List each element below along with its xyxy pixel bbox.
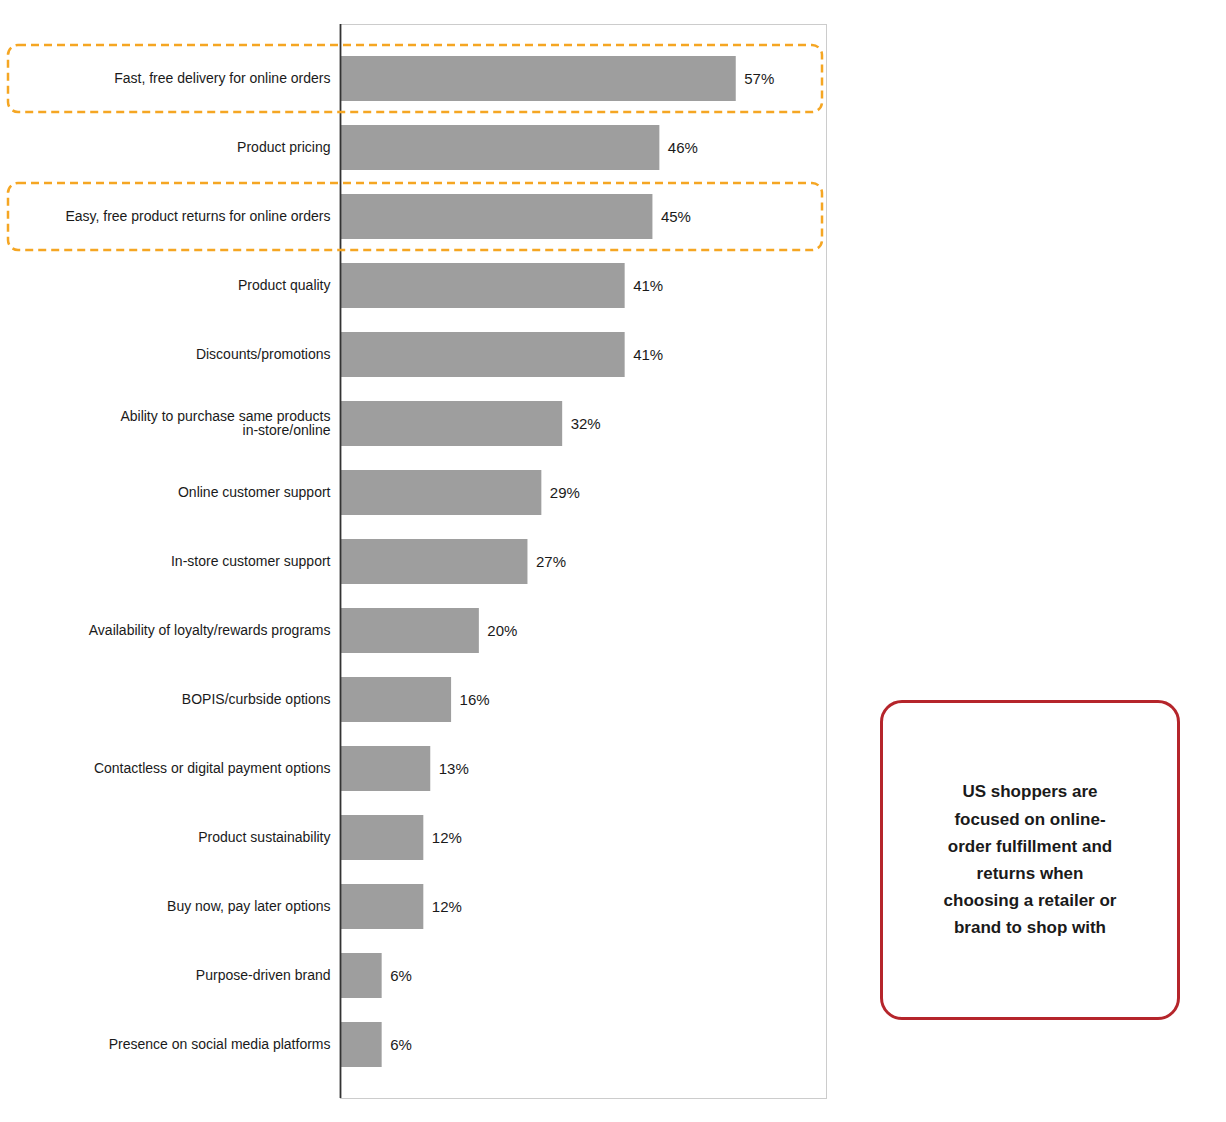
svg-text:Product sustainability: Product sustainability [198, 829, 330, 845]
svg-text:Ability to purchase same produ: Ability to purchase same productsin-stor… [120, 408, 330, 438]
svg-text:41%: 41% [633, 346, 663, 363]
svg-text:Buy now, pay later options: Buy now, pay later options [167, 898, 330, 914]
svg-text:12%: 12% [432, 829, 462, 846]
svg-text:29%: 29% [550, 484, 580, 501]
svg-text:12%: 12% [432, 898, 462, 915]
svg-text:6%: 6% [390, 967, 412, 984]
html-text:US shoppers are focused on onl: US shoppers are focused on online- order… [943, 782, 1117, 938]
svg-text:Discounts/promotions: Discounts/promotions [196, 346, 331, 362]
svg-text:In-store customer support: In-store customer support [171, 553, 331, 569]
svg-text:Contactless or digital payment: Contactless or digital payment options [94, 760, 331, 776]
svg-text:41%: 41% [633, 277, 663, 294]
svg-text:57%: 57% [744, 70, 774, 87]
svg-text:16%: 16% [460, 691, 490, 708]
svg-text:Presence on social media platf: Presence on social media platforms [109, 1036, 331, 1052]
svg-text:Fast, free delivery for online: Fast, free delivery for online orders [114, 70, 330, 86]
svg-text:27%: 27% [536, 553, 566, 570]
svg-text:6%: 6% [390, 1036, 412, 1053]
svg-text:46%: 46% [668, 139, 698, 156]
svg-text:Purpose-driven brand: Purpose-driven brand [196, 967, 331, 983]
svg-text:Availability of loyalty/reward: Availability of loyalty/rewards programs [89, 622, 331, 638]
svg-text:Product pricing: Product pricing [237, 139, 330, 155]
svg-text:Product quality: Product quality [238, 277, 331, 293]
svg-text:45%: 45% [661, 208, 691, 225]
svg-text:13%: 13% [439, 760, 469, 777]
svg-text:20%: 20% [487, 622, 517, 639]
svg-text:BOPIS/curbside options: BOPIS/curbside options [182, 691, 331, 707]
svg-text:Online customer support: Online customer support [178, 484, 331, 500]
svg-text:Easy, free product returns for: Easy, free product returns for online or… [65, 208, 330, 224]
svg-text:32%: 32% [571, 415, 601, 432]
